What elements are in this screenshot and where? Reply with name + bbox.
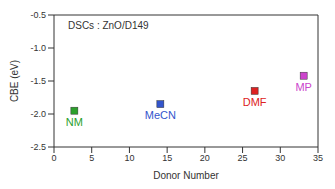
html-text:DSCs : ZnO/D149: DSCs : ZnO/D149 — [68, 20, 149, 31]
svg-text:10: 10 — [124, 153, 134, 163]
svg-text:30: 30 — [275, 153, 285, 163]
svg-text:20: 20 — [200, 153, 210, 163]
svg-text:15: 15 — [162, 153, 172, 163]
svg-text:DMF: DMF — [243, 96, 267, 108]
svg-text:-1.5: -1.5 — [30, 76, 46, 86]
svg-text:NM: NM — [66, 116, 83, 128]
svg-text:MeCN: MeCN — [145, 109, 176, 121]
svg-text:-1.0: -1.0 — [30, 43, 46, 53]
svg-text:35: 35 — [313, 153, 323, 163]
svg-text:25: 25 — [238, 153, 248, 163]
svg-text:5: 5 — [89, 153, 94, 163]
svg-text:-2.0: -2.0 — [30, 109, 46, 119]
svg-text:-2.5: -2.5 — [30, 142, 46, 152]
svg-text:CBE (eV): CBE (eV) — [9, 60, 20, 102]
svg-text:Donor Number: Donor Number — [153, 170, 219, 181]
svg-text:MP: MP — [295, 81, 312, 93]
svg-text:0: 0 — [51, 153, 56, 163]
svg-text:-0.5: -0.5 — [30, 10, 46, 20]
